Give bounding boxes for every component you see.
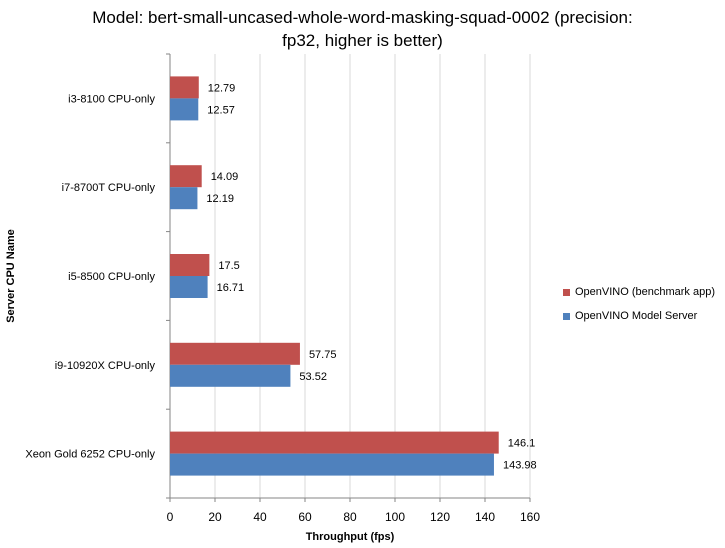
- data-label: 146.1: [508, 438, 536, 450]
- bar: [170, 76, 199, 99]
- x-tick-label: 120: [430, 510, 450, 524]
- chart-title-line-1: Model: bert-small-uncased-whole-word-mas…: [92, 8, 633, 27]
- data-label: 53.52: [299, 371, 327, 383]
- x-tick-label: 20: [208, 510, 222, 524]
- legend-label-model-server: OpenVINO Model Server: [575, 310, 698, 322]
- bar: [170, 342, 300, 365]
- x-tick-label: 0: [167, 510, 174, 524]
- data-label: 14.09: [211, 171, 239, 183]
- legend: OpenVINO (benchmark app) OpenVINO Model …: [563, 285, 715, 333]
- chart-title-line-2: fp32, higher is better): [282, 31, 443, 50]
- category-label: i7-8700T CPU-only: [62, 182, 156, 194]
- chart-title: Model: bert-small-uncased-whole-word-mas…: [0, 6, 725, 52]
- bar: [170, 364, 291, 387]
- x-tick-label: 80: [343, 510, 357, 524]
- bar: [170, 165, 202, 188]
- legend-item-model-server: OpenVINO Model Server: [563, 309, 715, 323]
- bar: [170, 453, 494, 476]
- x-tick-label: 60: [298, 510, 312, 524]
- legend-swatch-benchmark: [563, 288, 570, 296]
- data-label: 17.5: [218, 260, 239, 272]
- bar: [170, 98, 199, 121]
- x-tick-label: 40: [253, 510, 267, 524]
- x-tick-label: 100: [385, 510, 405, 524]
- data-label: 12.19: [206, 193, 234, 205]
- legend-item-benchmark: OpenVINO (benchmark app): [563, 285, 715, 299]
- x-tick-label: 160: [520, 510, 540, 524]
- category-label: Xeon Gold 6252 CPU-only: [25, 449, 155, 461]
- legend-label-benchmark: OpenVINO (benchmark app): [575, 286, 716, 298]
- bar: [170, 187, 198, 210]
- bar: [170, 431, 499, 454]
- data-label: 16.71: [217, 282, 245, 294]
- bar: [170, 276, 208, 298]
- data-label: 12.79: [208, 82, 236, 94]
- data-label: 57.75: [309, 349, 337, 361]
- category-label: i3-8100 CPU-only: [68, 93, 155, 105]
- data-label: 143.98: [503, 460, 537, 472]
- legend-swatch-model-server: [563, 312, 570, 320]
- data-label: 12.57: [207, 104, 235, 116]
- bar: [170, 254, 210, 276]
- y-axis-title: Server CPU Name: [5, 229, 17, 323]
- category-label: i5-8500 CPU-only: [68, 271, 155, 283]
- x-tick-label: 140: [475, 510, 495, 524]
- x-axis-title: Throughput (fps): [306, 531, 395, 543]
- category-label: i9-10920X CPU-only: [55, 360, 156, 372]
